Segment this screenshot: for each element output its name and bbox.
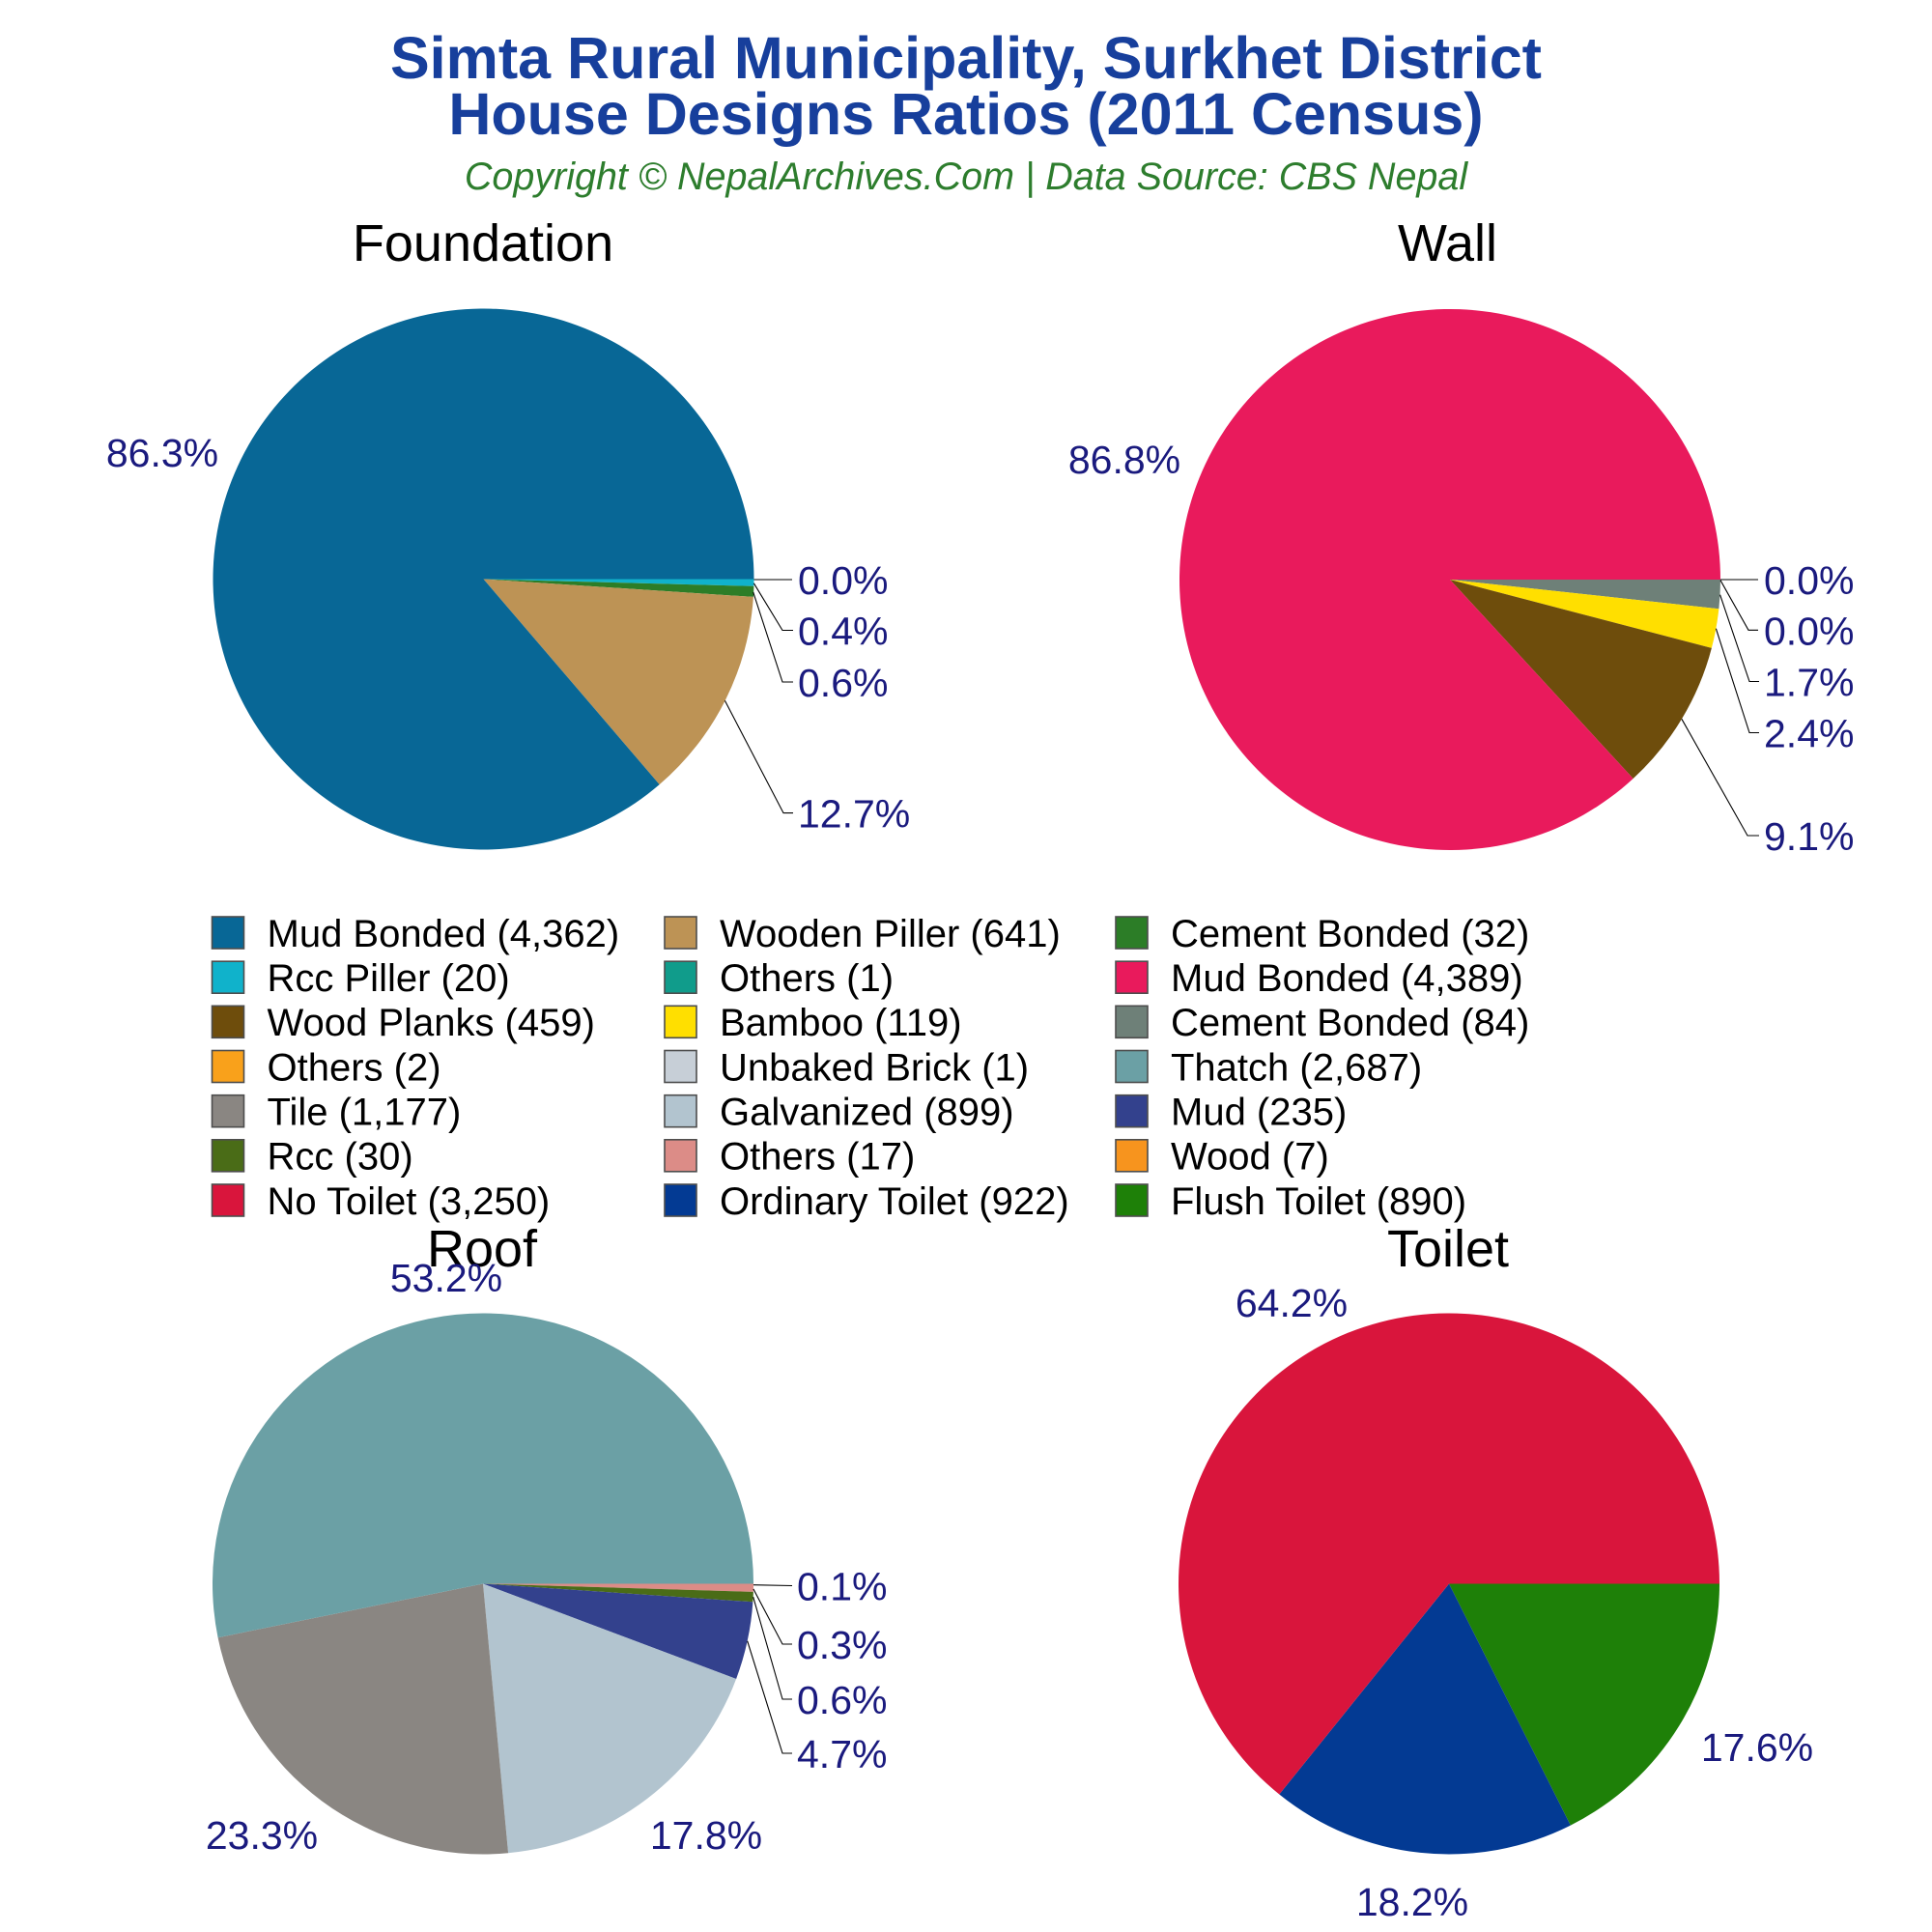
svg-text:12.7%: 12.7% bbox=[798, 792, 910, 837]
svg-text:9.1%: 9.1% bbox=[1764, 814, 1854, 859]
svg-text:Cement Bonded (84): Cement Bonded (84) bbox=[1171, 1002, 1529, 1044]
svg-text:53.2%: 53.2% bbox=[390, 1256, 502, 1300]
svg-text:86.8%: 86.8% bbox=[1068, 438, 1180, 482]
svg-text:0.6%: 0.6% bbox=[797, 1678, 887, 1722]
svg-text:Mud Bonded (4,389): Mud Bonded (4,389) bbox=[1171, 957, 1523, 1000]
svg-text:Wall: Wall bbox=[1398, 214, 1497, 272]
svg-text:Mud (235): Mud (235) bbox=[1171, 1092, 1347, 1134]
svg-text:1.7%: 1.7% bbox=[1764, 661, 1854, 705]
svg-text:Toilet: Toilet bbox=[1387, 1220, 1509, 1278]
svg-text:0.0%: 0.0% bbox=[1764, 558, 1854, 603]
svg-text:Simta Rural Municipality, Surk: Simta Rural Municipality, Surkhet Distri… bbox=[390, 25, 1542, 91]
svg-text:Others (1): Others (1) bbox=[720, 957, 894, 1000]
svg-text:0.1%: 0.1% bbox=[797, 1565, 887, 1609]
svg-text:House Designs Ratios (2011 Cen: House Designs Ratios (2011 Census) bbox=[448, 81, 1483, 147]
svg-text:Others (17): Others (17) bbox=[720, 1136, 915, 1179]
svg-text:23.3%: 23.3% bbox=[206, 1813, 318, 1858]
svg-text:Cement Bonded (32): Cement Bonded (32) bbox=[1171, 913, 1529, 955]
svg-text:Ordinary Toilet (922): Ordinary Toilet (922) bbox=[720, 1180, 1069, 1223]
svg-text:Tile (1,177): Tile (1,177) bbox=[268, 1092, 462, 1134]
svg-text:No Toilet (3,250): No Toilet (3,250) bbox=[268, 1180, 551, 1223]
svg-text:Others (2): Others (2) bbox=[268, 1046, 441, 1089]
svg-text:2.4%: 2.4% bbox=[1764, 712, 1854, 756]
svg-text:4.7%: 4.7% bbox=[797, 1732, 887, 1776]
svg-text:Thatch (2,687): Thatch (2,687) bbox=[1171, 1046, 1422, 1089]
svg-text:Galvanized (899): Galvanized (899) bbox=[720, 1092, 1014, 1134]
svg-text:0.0%: 0.0% bbox=[1764, 609, 1854, 653]
svg-text:64.2%: 64.2% bbox=[1236, 1281, 1348, 1325]
svg-text:Mud Bonded (4,362): Mud Bonded (4,362) bbox=[268, 913, 620, 955]
svg-text:0.6%: 0.6% bbox=[798, 661, 888, 705]
svg-text:Unbaked Brick (1): Unbaked Brick (1) bbox=[720, 1046, 1029, 1089]
svg-text:Flush Toilet (890): Flush Toilet (890) bbox=[1171, 1180, 1466, 1223]
svg-text:Wooden Piller (641): Wooden Piller (641) bbox=[720, 913, 1061, 955]
svg-text:Copyright © NepalArchives.Com: Copyright © NepalArchives.Com | Data Sou… bbox=[465, 156, 1468, 198]
svg-text:Rcc Piller (20): Rcc Piller (20) bbox=[268, 957, 510, 1000]
svg-text:17.8%: 17.8% bbox=[650, 1813, 762, 1858]
svg-text:Rcc (30): Rcc (30) bbox=[268, 1136, 413, 1179]
svg-text:86.3%: 86.3% bbox=[106, 431, 218, 475]
svg-text:0.3%: 0.3% bbox=[797, 1623, 887, 1667]
svg-text:Wood Planks (459): Wood Planks (459) bbox=[268, 1002, 595, 1044]
svg-text:0.4%: 0.4% bbox=[798, 610, 888, 654]
svg-text:0.0%: 0.0% bbox=[798, 558, 888, 603]
svg-text:18.2%: 18.2% bbox=[1356, 1880, 1468, 1924]
svg-text:Roof: Roof bbox=[427, 1220, 538, 1278]
svg-text:Bamboo (119): Bamboo (119) bbox=[720, 1002, 962, 1044]
svg-text:Foundation: Foundation bbox=[353, 214, 613, 272]
svg-text:17.6%: 17.6% bbox=[1701, 1725, 1813, 1770]
svg-text:Wood (7): Wood (7) bbox=[1171, 1136, 1329, 1179]
